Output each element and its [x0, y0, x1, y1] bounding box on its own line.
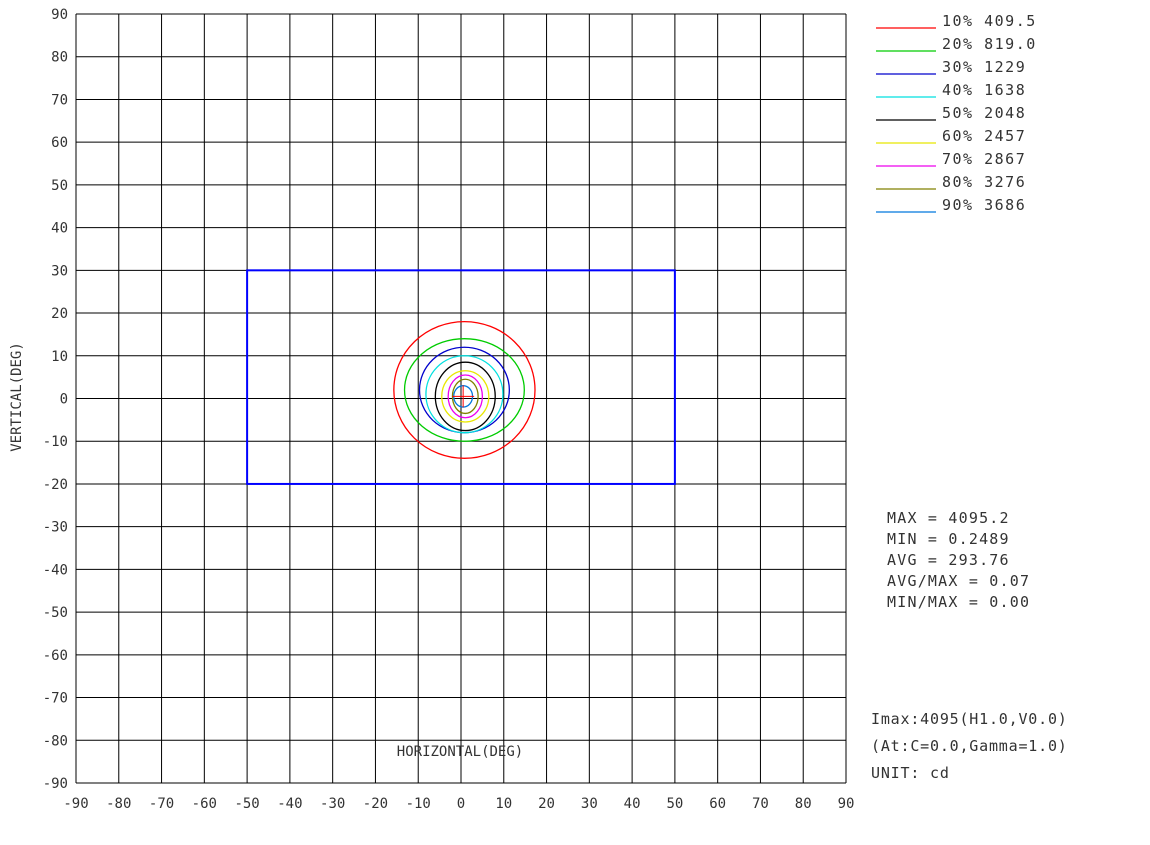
- y-tick-label: 90: [51, 7, 68, 23]
- contour-series-2: [403, 338, 525, 442]
- y-tick-label: -70: [43, 691, 68, 707]
- legend-entry: 80% 3276: [942, 173, 1026, 191]
- legend-entry: 70% 2867: [942, 150, 1026, 168]
- x-tick-label: 30: [581, 796, 598, 812]
- x-tick-label: -30: [320, 796, 345, 812]
- legend-entry: 60% 2457: [942, 127, 1026, 145]
- x-tick-label: -60: [192, 796, 217, 812]
- x-tick-label: 90: [838, 796, 855, 812]
- legend-entry: 40% 1638: [942, 81, 1026, 99]
- grid-layer: [75, 13, 847, 784]
- contour-series-1: [393, 320, 536, 459]
- x-axis-label: HORIZONTAL(DEG): [397, 744, 523, 760]
- x-tick-label: -50: [234, 796, 259, 812]
- x-tick-label: -20: [363, 796, 388, 812]
- x-tick-label: -90: [63, 796, 88, 812]
- y-tick-label: 20: [51, 306, 68, 322]
- stat-line: MIN = 0.2489: [887, 530, 1010, 548]
- x-tick-label: -40: [277, 796, 302, 812]
- y-tick-label: 0: [60, 392, 68, 408]
- x-tick-label: -10: [406, 796, 431, 812]
- y-tick-label: -10: [43, 434, 68, 450]
- contour-series-4: [425, 355, 504, 434]
- y-tick-label: 50: [51, 178, 68, 194]
- y-tick-label: 60: [51, 135, 68, 151]
- contour-series-7: [447, 374, 484, 419]
- note-line: Imax:4095(H1.0,V0.0): [871, 710, 1068, 728]
- x-tick-label: 70: [752, 796, 769, 812]
- y-tick-label: -60: [43, 648, 68, 664]
- contour-series-6: [441, 370, 490, 423]
- legend-entry: 20% 819.0: [942, 35, 1037, 53]
- tick-label-layer: -90 -80 -70 -60 -50 -40 -30 -20 -10 0 10 20 30 40 50 60…: [43, 7, 855, 812]
- y-tick-label: -90: [43, 776, 68, 792]
- y-tick-label: -20: [43, 477, 68, 493]
- y-tick-label: 40: [51, 221, 68, 237]
- legend-entry: 50% 2048: [942, 104, 1026, 122]
- notes-block: Imax:4095(H1.0,V0.0) (At:C=0.0,Gamma=1.0…: [871, 710, 1068, 782]
- x-tick-label: 0: [457, 796, 465, 812]
- boundary-box: [246, 269, 676, 485]
- x-tick-label: 80: [795, 796, 812, 812]
- y-tick-label: -40: [43, 562, 68, 578]
- y-axis-label: VERTICAL(DEG): [9, 342, 25, 452]
- y-tick-label: 30: [51, 263, 68, 279]
- y-tick-label: -50: [43, 605, 68, 621]
- y-tick-label: -80: [43, 733, 68, 749]
- stat-line: MIN/MAX = 0.00: [887, 593, 1030, 611]
- note-line: (At:C=0.0,Gamma=1.0): [871, 737, 1068, 755]
- x-tick-label: -80: [106, 796, 131, 812]
- x-tick-label: 10: [495, 796, 512, 812]
- legend: 10% 409.5 20% 819.0 30% 1229 40% 1638 50% 20…: [876, 12, 1037, 214]
- stat-line: AVG = 293.76: [887, 551, 1010, 569]
- contour-layer: [393, 320, 536, 459]
- legend-entry: 30% 1229: [942, 58, 1026, 76]
- stat-line: AVG/MAX = 0.07: [887, 572, 1030, 590]
- note-line: UNIT: cd: [871, 764, 950, 782]
- x-tick-label: -70: [149, 796, 174, 812]
- boundary-box-layer: [246, 269, 676, 485]
- y-tick-label: 80: [51, 50, 68, 66]
- contour-series-5: [434, 361, 496, 432]
- x-tick-label: 60: [709, 796, 726, 812]
- y-tick-label: -30: [43, 520, 68, 536]
- legend-entry: 90% 3686: [942, 196, 1026, 214]
- y-tick-label: 10: [51, 349, 68, 365]
- legend-entry: 10% 409.5: [942, 12, 1037, 30]
- x-tick-label: 20: [538, 796, 555, 812]
- stat-line: MAX = 4095.2: [887, 509, 1010, 527]
- contour-series-3: [418, 346, 510, 434]
- stats-block: MAX = 4095.2 MIN = 0.2489 AVG = 293.76 AVG/…: [887, 509, 1030, 611]
- x-tick-label: 50: [666, 796, 683, 812]
- x-tick-label: 40: [624, 796, 641, 812]
- y-tick-label: 70: [51, 92, 68, 108]
